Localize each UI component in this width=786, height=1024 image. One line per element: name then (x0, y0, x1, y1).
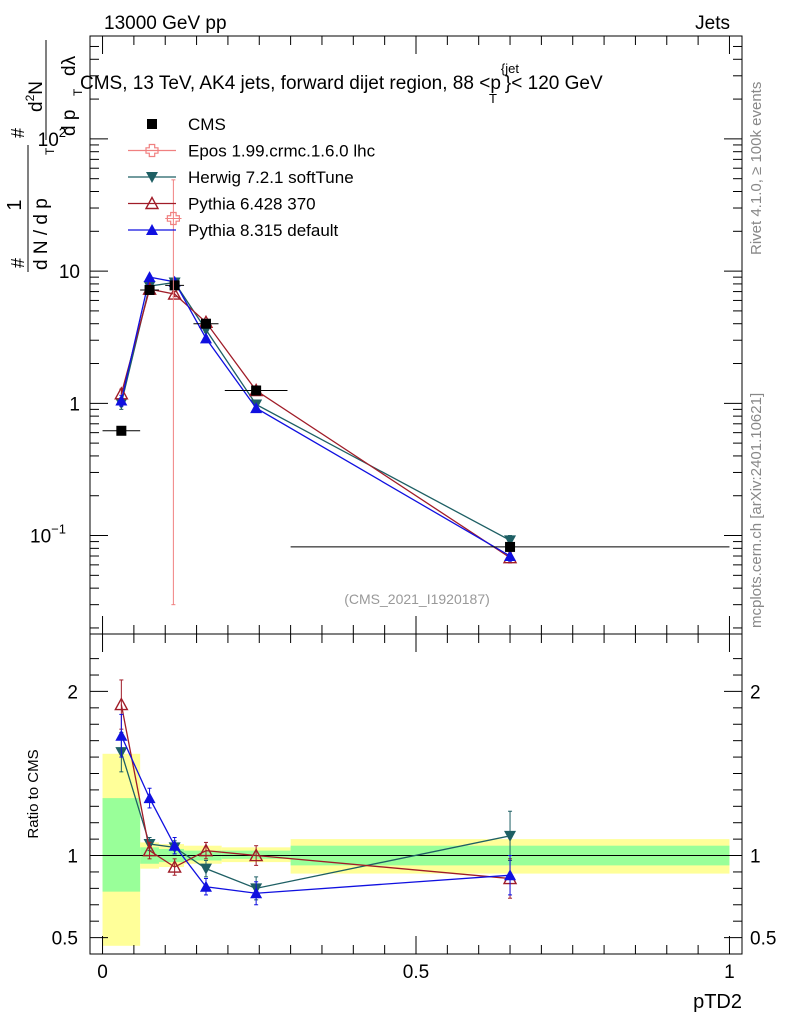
ratio-pythia8-point (115, 729, 128, 741)
cms-point (200, 318, 211, 329)
pythia-line (120, 288, 511, 559)
legend-pythia-entry: Pythia 6.428 370 (128, 195, 316, 214)
pythia-line (120, 276, 511, 557)
main-series (102, 179, 730, 606)
analysis-watermark: (CMS_2021_I1920187) (344, 591, 490, 607)
ratio-pythia6-point (142, 843, 157, 857)
header-left: 13000 GeV pp (104, 13, 227, 34)
main-series-epos (165, 179, 182, 606)
ratio-pythia8-point (143, 792, 156, 804)
main-series-pythia (115, 271, 517, 562)
pythia-point (143, 271, 156, 283)
y-axis-title-d2N: d2N (23, 81, 47, 112)
ratio-y-tick-label: 2 (67, 682, 78, 703)
ratio-y-tick-label-right: 0.5 (750, 929, 776, 950)
legend-epos-marker (145, 143, 159, 158)
ratio-pythia6-point (114, 697, 129, 711)
cms-point (169, 280, 180, 291)
legend-pythia-marker (144, 196, 160, 210)
y-axis-title-one: 1 (4, 199, 26, 210)
y-axis-title-T-low: T (43, 147, 57, 155)
y-axis-title-T-high: T (71, 88, 85, 96)
ratio-pythia6-line (120, 704, 511, 880)
ratio-pythia6-point (198, 843, 214, 857)
ratio-band-inner (102, 798, 141, 892)
y-axis-title-dpT-dlambda: d p (59, 110, 80, 136)
legend-pythia-marker (146, 224, 158, 235)
legend-herwig-entry: Herwig 7.2.1 softTune (128, 168, 354, 187)
legend-cms-label: CMS (188, 115, 226, 134)
y-axis-title-hash-right: # (8, 128, 28, 138)
ratio-herwig-point (504, 830, 517, 842)
ratio-pythia8-point (168, 839, 181, 851)
ratio-y-tick-label: 0.5 (52, 929, 78, 950)
ratio-series (114, 679, 518, 906)
cms-point (144, 284, 155, 295)
ratio-pythia6-point (167, 859, 182, 873)
ratio-x-tick-label: 0 (97, 962, 108, 983)
main-y-tick-label: 10−1 (30, 522, 66, 548)
y-axis-title-hash-left: # (8, 258, 28, 268)
cms-point (251, 385, 262, 396)
herwig-point (504, 535, 517, 547)
herwig-line (120, 281, 511, 541)
ratio-y-axis-title: Ratio to CMS (25, 749, 42, 838)
pythia-point (199, 332, 212, 344)
cms-point (505, 541, 516, 552)
main-y-tick-label-exponent: −1 (51, 522, 66, 537)
legend-cms-entry: CMS (147, 115, 226, 134)
y-axis-title: 1 # d N / d p T # d2N d p T dλ (4, 40, 85, 272)
ratio-pythia8-point (504, 869, 517, 881)
ratio-herwig-point (199, 863, 212, 875)
ratio-x-tick-label: 1 (724, 962, 735, 983)
ratio-y-tick-label: 1 (67, 847, 78, 868)
main-y-tick-label: 10 (59, 262, 80, 283)
pythia-point (167, 286, 182, 300)
legend-pythia-entry: Pythia 8.315 default (128, 221, 339, 240)
ratio-pythia8-point (199, 880, 212, 892)
legend-herwig-marker (146, 172, 158, 183)
legend: CMS Epos 1.99.crmc.1.6.0 lhc Herwig 7.2.1 … (128, 115, 376, 240)
mcplots-label: mcplots.cern.ch [arXiv:2401.10621] (748, 393, 765, 628)
legend-pythia-label: Pythia 6.428 370 (188, 195, 316, 214)
ratio-plot-frame (89, 633, 743, 955)
y-axis-title-dN-dpT: d N / d p (31, 198, 52, 270)
legend-epos-label: Epos 1.99.crmc.1.6.0 lhc (188, 142, 376, 161)
ratio-y-tick-label-right: 2 (750, 682, 761, 703)
legend-herwig-label: Herwig 7.2.1 softTune (188, 168, 354, 187)
main-series-cms (102, 280, 730, 552)
main-series-pythia (114, 281, 518, 564)
ratio-y-tick-label-right: 1 (750, 847, 761, 868)
pythia-point (115, 394, 128, 406)
ratio-plot: 0.5 0.5 1 1 2 2 0 0.5 1 (52, 634, 776, 983)
epos-point (166, 211, 180, 226)
ratio-ticks: 0.5 0.5 1 1 2 2 0 0.5 1 (52, 634, 776, 983)
header-right: Jets (695, 13, 730, 34)
ratio-pythia8-line (120, 735, 511, 894)
rivet-label: Rivet 4.1.0, ≥ 100k events (748, 82, 765, 255)
x-axis-title: pTD2 (693, 991, 742, 1013)
ratio-x-tick-label: 0.5 (403, 962, 429, 983)
ratio-pythia8-series (115, 713, 517, 906)
legend-pythia-label: Pythia 8.315 default (188, 221, 339, 240)
y-axis-title-dlambda: dλ (59, 55, 80, 76)
ratio-pythia6-point (248, 848, 264, 862)
pythia-point (504, 550, 517, 562)
legend-epos-entry: Epos 1.99.crmc.1.6.0 lhc (128, 142, 376, 161)
legend-cms-marker (147, 119, 157, 129)
ratio-bands (102, 753, 730, 946)
plot-title: CMS, 13 TeV, AK4 jets, forward dijet reg… (80, 61, 603, 106)
main-y-tick-label-exponent: 2 (59, 125, 66, 140)
cms-point (116, 425, 127, 436)
main-y-tick-label: 1 (69, 394, 80, 415)
pythia-point (250, 402, 263, 414)
ratio-pythia8-point (250, 887, 263, 899)
main-series-herwig (115, 277, 517, 547)
